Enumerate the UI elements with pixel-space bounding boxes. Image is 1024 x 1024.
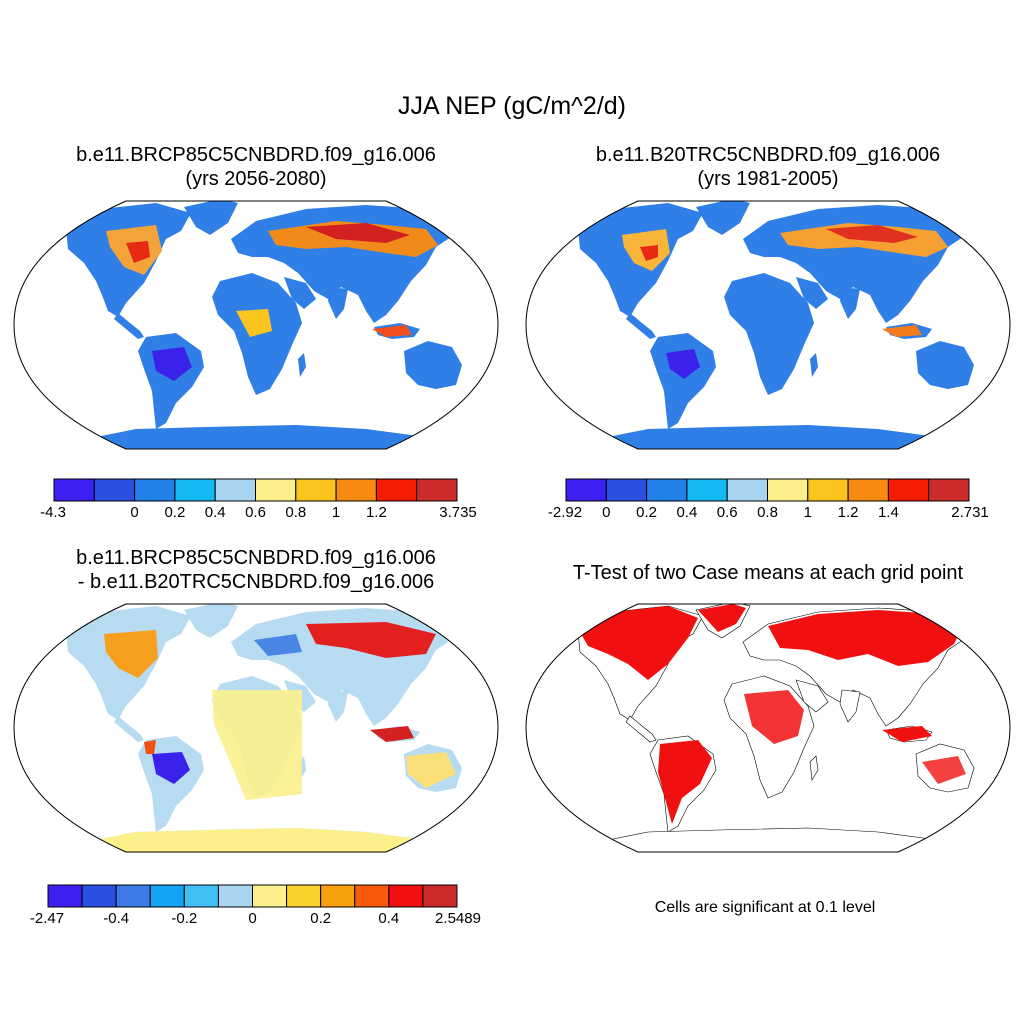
colorbar-2-tick-label: 0.6 — [716, 504, 738, 521]
colorbar-3-swatch — [320, 884, 356, 908]
colorbar-1-swatch — [335, 478, 377, 502]
panel-3-title: b.e11.BRCP85C5CNBDRD.f09_g16.006 - b.e11… — [6, 546, 506, 594]
panel-1-amazon-low — [152, 347, 192, 381]
panel-2-title: b.e11.B20TRC5CNBDRD.f09_g16.006 (yrs 198… — [518, 143, 1018, 191]
colorbar-1-tick-label: 1 — [331, 504, 341, 521]
panel-4-map — [525, 603, 1011, 853]
panel-2-amazon-low — [666, 349, 700, 379]
colorbar-3-swatch — [286, 884, 322, 908]
colorbar-2-tick-label: 1.2 — [837, 504, 859, 521]
colorbar-2-swatch — [605, 478, 648, 502]
colorbar-1-swatches — [53, 478, 458, 502]
colorbar-2-swatch — [767, 478, 809, 502]
colorbar-2-swatch — [726, 478, 768, 502]
colorbar-3-tick-label: 0.2 — [310, 910, 332, 927]
panel-4-na-significant — [580, 606, 698, 680]
colorbar-3-swatches — [47, 884, 458, 908]
panel-3-title-line1: b.e11.BRCP85C5CNBDRD.f09_g16.006 — [76, 547, 436, 569]
colorbar-1-tick-label: 0.6 — [245, 504, 266, 521]
colorbar-2-tick-label: 0.8 — [757, 504, 778, 521]
colorbar-2-tick-label: 1 — [803, 504, 812, 521]
colorbar-2-swatch — [807, 478, 849, 502]
panel-4-sa-significant — [658, 740, 712, 824]
colorbar-1-labels: -4.3 0 0.2 0.4 0.6 0.8 1 1.2 3.735 — [40, 502, 477, 522]
panel-2-title-line2: (yrs 1981-2005) — [697, 168, 839, 190]
colorbar-3-swatch — [354, 884, 390, 908]
colorbar-3-tick-label: -2.47 — [29, 910, 65, 927]
colorbar-1-tick-label: -4.3 — [40, 504, 66, 521]
colorbar-2-swatch — [928, 478, 970, 502]
colorbar-2-labels: -2.92 0 0.2 0.4 0.6 0.8 1 1.2 1.4 2.731 — [548, 502, 989, 522]
colorbar-3-swatch — [81, 884, 117, 908]
panel-3-na-change — [104, 630, 158, 678]
panel-2-map — [525, 200, 1011, 450]
colorbar-2-swatch — [887, 478, 930, 502]
colorbar-3-swatch — [47, 884, 83, 908]
colorbar-1-swatch — [134, 478, 176, 502]
panel-4-title-line1: T-Test of two Case means at each grid po… — [572, 562, 964, 584]
colorbar-3-swatch — [217, 884, 254, 908]
colorbar-1-swatch — [255, 478, 297, 502]
panel-1-map — [13, 200, 499, 450]
colorbar-3-swatch — [149, 884, 185, 908]
significance-note: Cells are significant at 0.1 level — [654, 899, 876, 916]
panel-1-title: b.e11.BRCP85C5CNBDRD.f09_g16.006 (yrs 20… — [6, 143, 506, 191]
colorbar-2-tick-label: -2.92 — [547, 504, 583, 521]
colorbar-2-swatch — [847, 478, 889, 502]
colorbar-2-tick-label: 0.2 — [636, 504, 658, 521]
colorbar-3-tick-label: 0.4 — [378, 910, 400, 927]
colorbar-1: -4.3 0 0.2 0.4 0.6 0.8 1 1.2 3.735 — [40, 478, 477, 524]
colorbar-2-tick-label: 0.4 — [676, 504, 698, 521]
colorbar-1-swatch — [174, 478, 216, 502]
colorbar-3: -2.47 -0.4 -0.2 0 0.2 0.4 2.5489 — [30, 884, 481, 930]
colorbar-1-tick-label: 0.2 — [164, 504, 186, 521]
colorbar-1-swatch — [53, 478, 95, 502]
colorbar-1-swatch — [375, 478, 418, 502]
colorbar-3-swatch — [388, 884, 424, 908]
panel-1-title-line2: (yrs 2056-2080) — [185, 168, 327, 190]
panel-3-amazon-decrease — [152, 752, 190, 784]
colorbar-1-tick-label: 0.8 — [285, 504, 307, 521]
panel-2-title-line1: b.e11.B20TRC5CNBDRD.f09_g16.006 — [595, 144, 941, 166]
colorbar-1-tick-label: 3.735 — [439, 504, 477, 521]
panel-3-eurasia-increase — [306, 622, 436, 658]
panel-4-title: T-Test of two Case means at each grid po… — [518, 561, 1018, 585]
panel-3-title-line2: - b.e11.B20TRC5CNBDRD.f09_g16.006 — [77, 571, 435, 593]
colorbar-1-swatch — [295, 478, 337, 502]
colorbar-3-swatch — [252, 884, 288, 908]
colorbar-1-tick-label: 0 — [130, 504, 139, 521]
colorbar-3-tick-label: 2.5489 — [435, 910, 481, 927]
colorbar-1-tick-label: 1.2 — [365, 504, 387, 521]
colorbar-2-swatch — [565, 478, 607, 502]
colorbar-3-swatch — [115, 884, 151, 908]
colorbar-1-tick-label: 0.4 — [204, 504, 226, 521]
panel-1-title-line1: b.e11.BRCP85C5CNBDRD.f09_g16.006 — [76, 144, 436, 166]
panel-4-eurasia-significant — [768, 610, 964, 666]
colorbar-3-tick-label: -0.4 — [103, 910, 130, 927]
colorbar-2-tick-label: 0 — [602, 504, 611, 521]
colorbar-3-swatch — [183, 884, 219, 908]
colorbar-3-labels: -2.47 -0.4 -0.2 0 0.2 0.4 2.5489 — [30, 908, 481, 928]
main-title: JJA NEP (gC/m^2/d) — [397, 92, 626, 120]
colorbar-1-swatch — [416, 478, 458, 502]
colorbar-3-tick-label: -0.2 — [171, 910, 198, 927]
colorbar-2-tick-label: 2.731 — [951, 504, 989, 521]
colorbar-2-swatches — [565, 478, 970, 502]
colorbar-2-swatch — [686, 478, 728, 502]
colorbar-1-swatch — [214, 478, 256, 502]
colorbar-2-swatch — [646, 478, 688, 502]
colorbar-2: -2.92 0 0.2 0.4 0.6 0.8 1 1.2 1.4 2.731 — [548, 478, 989, 524]
colorbar-3-tick-label: 0 — [248, 910, 257, 927]
colorbar-2-tick-label: 1.4 — [877, 504, 899, 521]
panel-3-map — [13, 603, 499, 853]
colorbar-3-swatch — [422, 884, 458, 908]
colorbar-1-swatch — [93, 478, 136, 502]
